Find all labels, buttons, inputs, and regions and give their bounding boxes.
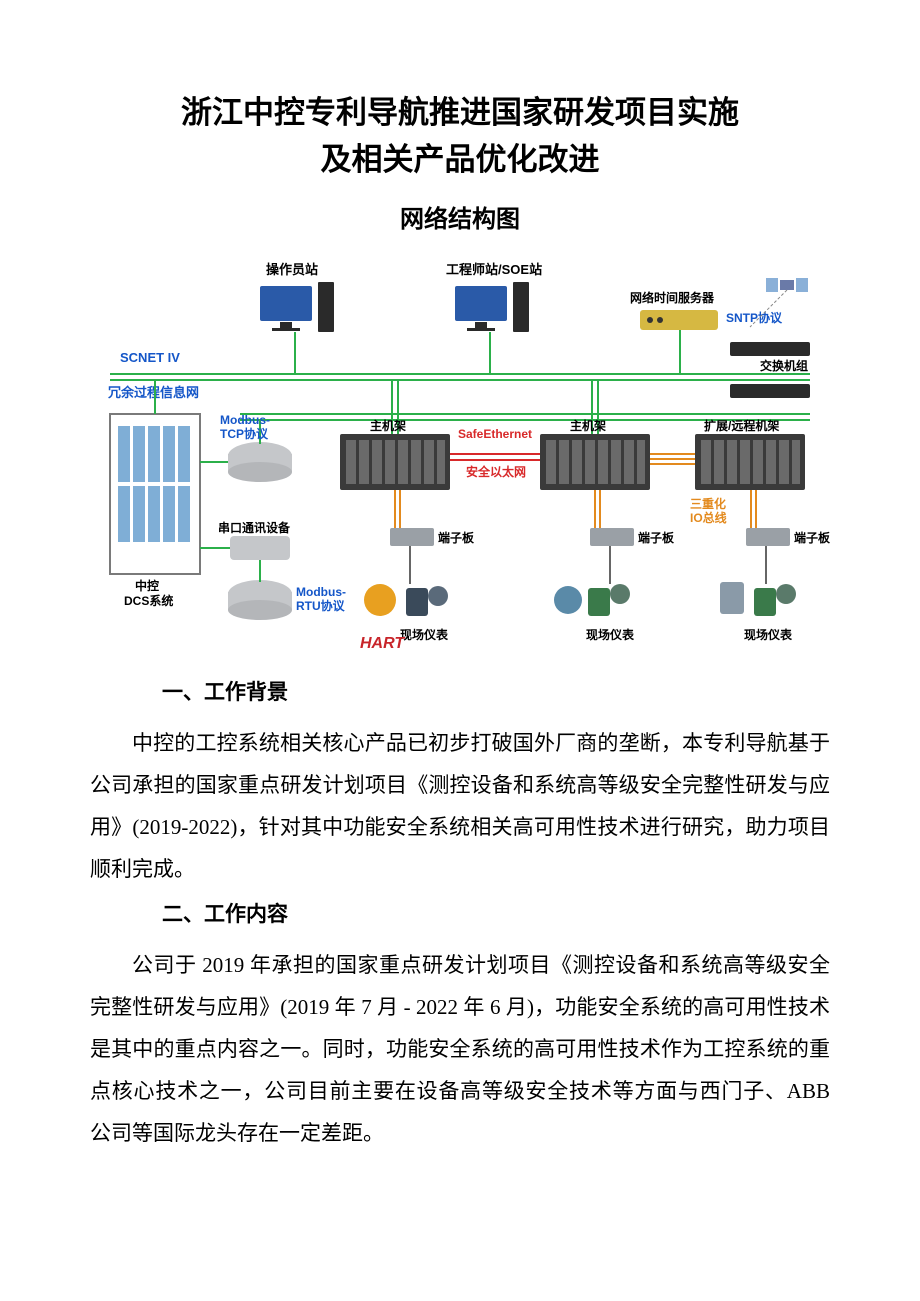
safeethernet-cn: 安全以太网 [466, 464, 526, 479]
ext-rack-label: 扩展/远程机架 [704, 418, 779, 433]
scnet-sub-label: 冗余过程信息网 [108, 385, 199, 400]
section-2-body: 公司于 2019 年承担的国家重点研发计划项目《测控设备和系统高等级安全完整性研… [90, 944, 830, 1154]
svg-text:现场仪表: 现场仪表 [586, 627, 635, 642]
svg-text:Modbus-: Modbus- [220, 413, 270, 427]
svg-text:Modbus-: Modbus- [296, 585, 346, 599]
document-title-line2: 及相关产品优化改进 [90, 137, 830, 184]
dcs-label-1: 中控 [135, 578, 159, 593]
document-subtitle: 网络结构图 [90, 199, 830, 234]
switch-group-label: 交换机组 [760, 358, 808, 373]
section-1-heading: 一、工作背景 [162, 672, 830, 714]
ntp-server-label: 网络时间服务器 [630, 290, 715, 305]
svg-text:现场仪表: 现场仪表 [744, 627, 793, 642]
svg-text:IO总线: IO总线 [690, 510, 727, 525]
document-title-line1: 浙江中控专利导航推进国家研发项目实施 [90, 90, 830, 137]
network-structure-diagram: SCNET IV 冗余过程信息网 操作员站 工程师站/SOE站 网络时间服务器 … [90, 254, 830, 654]
safeethernet-en: SafeEthernet [458, 427, 532, 441]
main-rack1-label: 主机架 [370, 418, 406, 433]
svg-text:TCP协议: TCP协议 [220, 426, 269, 441]
svg-text:端子板: 端子板 [438, 530, 475, 545]
svg-text:端子板: 端子板 [638, 530, 675, 545]
serial-comm-label: 串口通讯设备 [218, 520, 291, 535]
hart-logo: HART [360, 635, 405, 652]
engineer-station-label: 工程师站/SOE站 [446, 262, 542, 277]
main-rack2-label: 主机架 [570, 418, 606, 433]
section-2-heading: 二、工作内容 [162, 894, 830, 936]
svg-text:现场仪表: 现场仪表 [400, 627, 449, 642]
svg-text:端子板: 端子板 [794, 530, 830, 545]
scnet-label: SCNET IV [120, 350, 180, 365]
section-1-body: 中控的工控系统相关核心产品已初步打破国外厂商的垄断，本专利导航基于公司承担的国家… [90, 722, 830, 890]
dcs-label-2: DCS系统 [124, 593, 173, 608]
svg-text:RTU协议: RTU协议 [296, 598, 346, 613]
operator-station-label: 操作员站 [266, 262, 318, 277]
svg-text:三重化: 三重化 [690, 496, 726, 511]
